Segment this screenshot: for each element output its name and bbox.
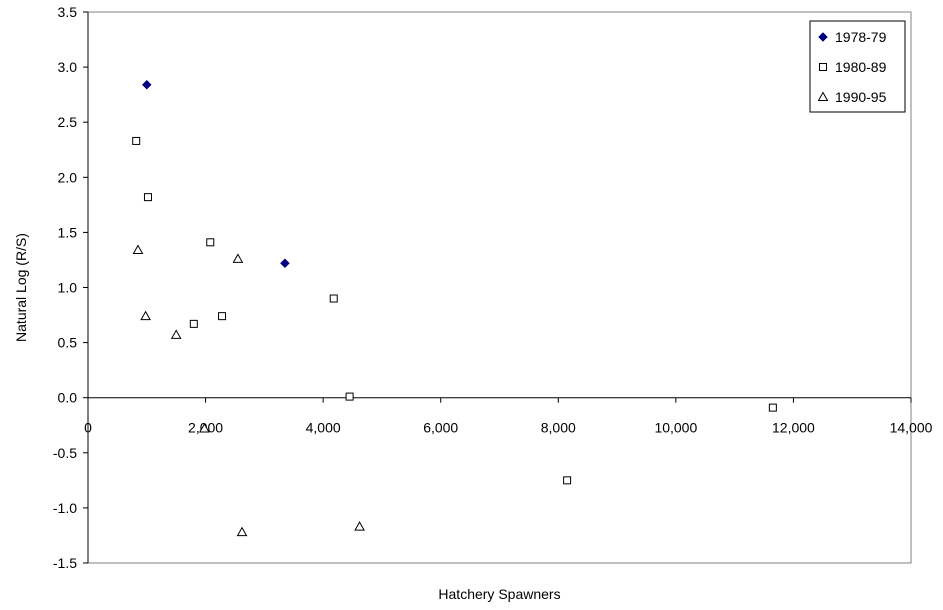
data-point-1990-95	[140, 310, 151, 321]
data-point-1978-79	[141, 79, 152, 90]
axes: 3.53.02.52.01.51.00.50.0-0.5-1.0-1.502,0…	[53, 4, 933, 571]
legend-marker-1990-95	[817, 91, 829, 101]
data-point-1980-89	[143, 193, 152, 202]
legend-entry-label: 1990-95	[835, 89, 887, 105]
y-tick-label: -1.5	[53, 555, 77, 571]
data-point-1980-89	[218, 312, 227, 321]
y-tick-label: 1.0	[58, 280, 78, 296]
data-points	[132, 79, 777, 537]
y-tick-label: 3.0	[58, 59, 78, 75]
legend: 1978-79 1980-89 1990-95	[809, 20, 906, 113]
x-tick-label: 0	[84, 420, 92, 436]
y-tick-label: -0.5	[53, 445, 77, 461]
x-axis-label: Hatchery Spawners	[438, 586, 560, 602]
data-point-1980-89	[132, 136, 141, 145]
plot-area	[87, 11, 912, 564]
data-point-1980-89	[189, 319, 198, 328]
data-point-1980-89	[345, 392, 354, 401]
y-tick-label: 3.5	[58, 4, 78, 20]
x-tick-label: 8,000	[541, 420, 576, 436]
x-tick-label: 6,000	[423, 420, 458, 436]
data-point-1980-89	[206, 238, 215, 247]
data-point-1980-89	[563, 476, 572, 485]
data-point-1990-95	[132, 244, 144, 255]
legend-entry-label: 1980-89	[835, 59, 887, 75]
data-point-1980-89	[768, 403, 777, 412]
x-tick-label: 14,000	[890, 420, 933, 436]
data-point-1990-95	[199, 423, 210, 433]
y-tick-label: 2.5	[58, 114, 78, 130]
y-axis-label: Natural Log (R/S)	[13, 233, 29, 342]
legend-marker-1978-79	[818, 32, 828, 42]
x-tick-label: 10,000	[654, 420, 697, 436]
y-tick-label: 1.5	[58, 224, 78, 240]
data-point-1990-95	[354, 521, 365, 531]
data-point-1990-95	[170, 329, 182, 339]
y-tick-label: 0.5	[58, 335, 78, 351]
x-tick-label: 4,000	[306, 420, 341, 436]
data-point-1990-95	[236, 526, 248, 537]
x-tick-label: 12,000	[772, 420, 815, 436]
data-point-1978-79	[280, 258, 290, 269]
legend-marker-1980-89	[819, 63, 827, 71]
y-tick-label: -1.0	[53, 500, 77, 516]
legend-entry-label: 1978-79	[835, 29, 887, 45]
plot-frame	[87, 11, 912, 564]
data-point-1980-89	[329, 294, 338, 303]
y-tick-label: 2.0	[58, 169, 78, 185]
data-point-1990-95	[232, 253, 244, 263]
y-tick-label: 0.0	[58, 390, 78, 406]
